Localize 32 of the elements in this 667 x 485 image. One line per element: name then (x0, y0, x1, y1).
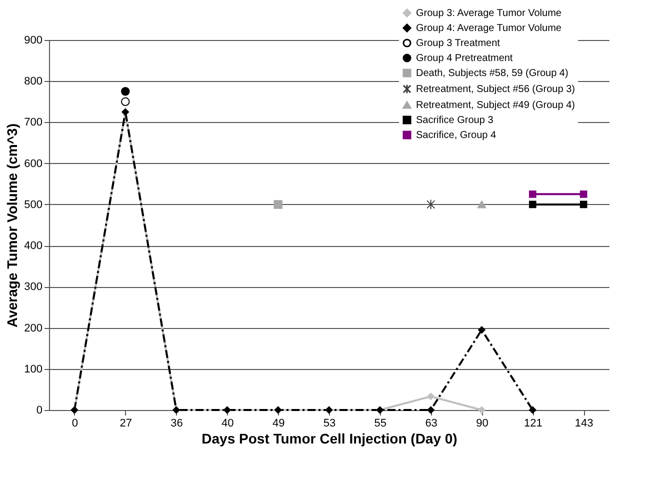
x-tick-label: 90 (476, 418, 488, 430)
y-tick-label: 100 (24, 363, 42, 376)
x-tick-label: 143 (574, 418, 594, 430)
x-tick-label: 40 (222, 418, 234, 430)
x-tick-label: 55 (374, 418, 387, 430)
x-axis-title: Days Post Tumor Cell Injection (Day 0) (202, 430, 458, 446)
x-tick-label: 63 (425, 418, 438, 430)
legend-label: Group 3 Treatment (416, 38, 500, 49)
legend-label: Retreatment, Subject #49 (Group 4) (416, 100, 575, 111)
legend-label: Retreatment, Subject #56 (Group 3) (416, 84, 575, 95)
y-tick-label: 400 (24, 240, 42, 252)
legend-label: Group 4 Pretreatment (416, 53, 513, 64)
y-tick-label: 300 (24, 281, 42, 294)
y-tick-label: 200 (24, 322, 42, 334)
x-tick-label: 53 (323, 418, 336, 430)
y-tick-label: 800 (24, 76, 42, 88)
legend-label: Group 4: Average Tumor Volume (416, 23, 562, 34)
x-tick-label: 121 (524, 418, 542, 430)
x-tick-label: 27 (120, 418, 132, 430)
legend-label: Sacrifice Group 3 (416, 115, 494, 126)
legend-label: Sacrifice, Group 4 (416, 130, 496, 141)
y-tick-label: 0 (36, 404, 42, 416)
y-tick-label: 600 (24, 158, 42, 170)
x-tick-label: 0 (72, 418, 78, 430)
legend-label: Group 3: Average Tumor Volume (416, 8, 562, 19)
y-axis-title: Average Tumor Volume (cm^3) (4, 124, 20, 328)
y-tick-label: 500 (24, 198, 42, 211)
y-tick-label: 900 (24, 34, 42, 46)
legend-label: Death, Subjects #58, 59 (Group 4) (416, 68, 568, 79)
x-tick-label: 36 (170, 418, 183, 430)
y-tick-label: 700 (24, 116, 42, 129)
x-tick-label: 49 (272, 418, 285, 430)
